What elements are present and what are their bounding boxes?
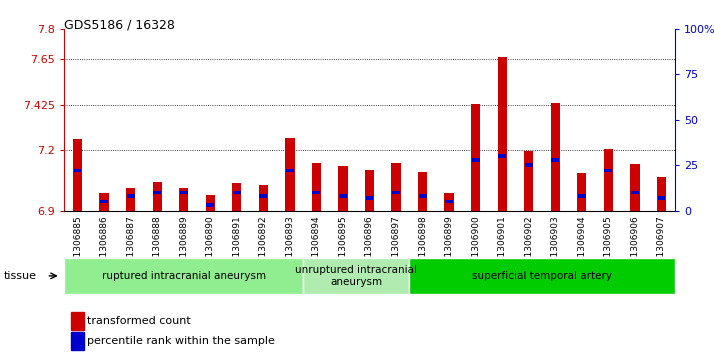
- Bar: [657, 177, 666, 211]
- Text: superficial temporal artery: superficial temporal artery: [472, 271, 612, 281]
- Bar: [392, 191, 400, 194]
- Bar: [153, 182, 162, 211]
- Bar: [365, 170, 374, 211]
- Bar: [551, 158, 559, 162]
- Bar: [525, 163, 533, 167]
- Bar: [550, 103, 560, 211]
- Bar: [391, 163, 401, 211]
- Bar: [286, 169, 294, 172]
- Bar: [180, 191, 188, 194]
- Bar: [73, 139, 82, 211]
- Bar: [206, 195, 215, 211]
- Bar: [99, 193, 109, 211]
- Bar: [259, 194, 267, 198]
- Bar: [418, 172, 427, 211]
- Bar: [524, 151, 533, 211]
- Bar: [126, 194, 134, 198]
- Bar: [498, 154, 506, 158]
- Bar: [312, 163, 321, 211]
- Bar: [605, 169, 613, 172]
- Bar: [233, 191, 241, 194]
- Bar: [206, 203, 214, 207]
- Text: ruptured intracranial aneurysm: ruptured intracranial aneurysm: [101, 271, 266, 281]
- Bar: [126, 188, 135, 211]
- Bar: [366, 196, 373, 200]
- Text: GDS5186 / 16328: GDS5186 / 16328: [64, 18, 175, 31]
- Text: transformed count: transformed count: [87, 316, 191, 326]
- Bar: [285, 138, 294, 211]
- Bar: [338, 166, 348, 211]
- Text: unruptured intracranial
aneurysm: unruptured intracranial aneurysm: [295, 265, 417, 287]
- Text: tissue: tissue: [4, 271, 36, 281]
- Bar: [578, 194, 585, 198]
- Bar: [471, 104, 481, 211]
- Bar: [658, 196, 665, 200]
- Bar: [154, 191, 161, 194]
- Bar: [232, 183, 241, 211]
- Bar: [445, 193, 454, 211]
- Bar: [577, 173, 586, 211]
- Bar: [498, 57, 507, 211]
- Bar: [313, 191, 321, 194]
- Text: percentile rank within the sample: percentile rank within the sample: [87, 336, 275, 346]
- Bar: [418, 194, 426, 198]
- Bar: [604, 149, 613, 211]
- Bar: [74, 169, 81, 172]
- Bar: [258, 185, 268, 211]
- Bar: [445, 200, 453, 203]
- Bar: [179, 188, 188, 211]
- Bar: [472, 158, 480, 162]
- Bar: [631, 191, 639, 194]
- Bar: [339, 194, 347, 198]
- Bar: [630, 164, 640, 211]
- Bar: [100, 200, 108, 203]
